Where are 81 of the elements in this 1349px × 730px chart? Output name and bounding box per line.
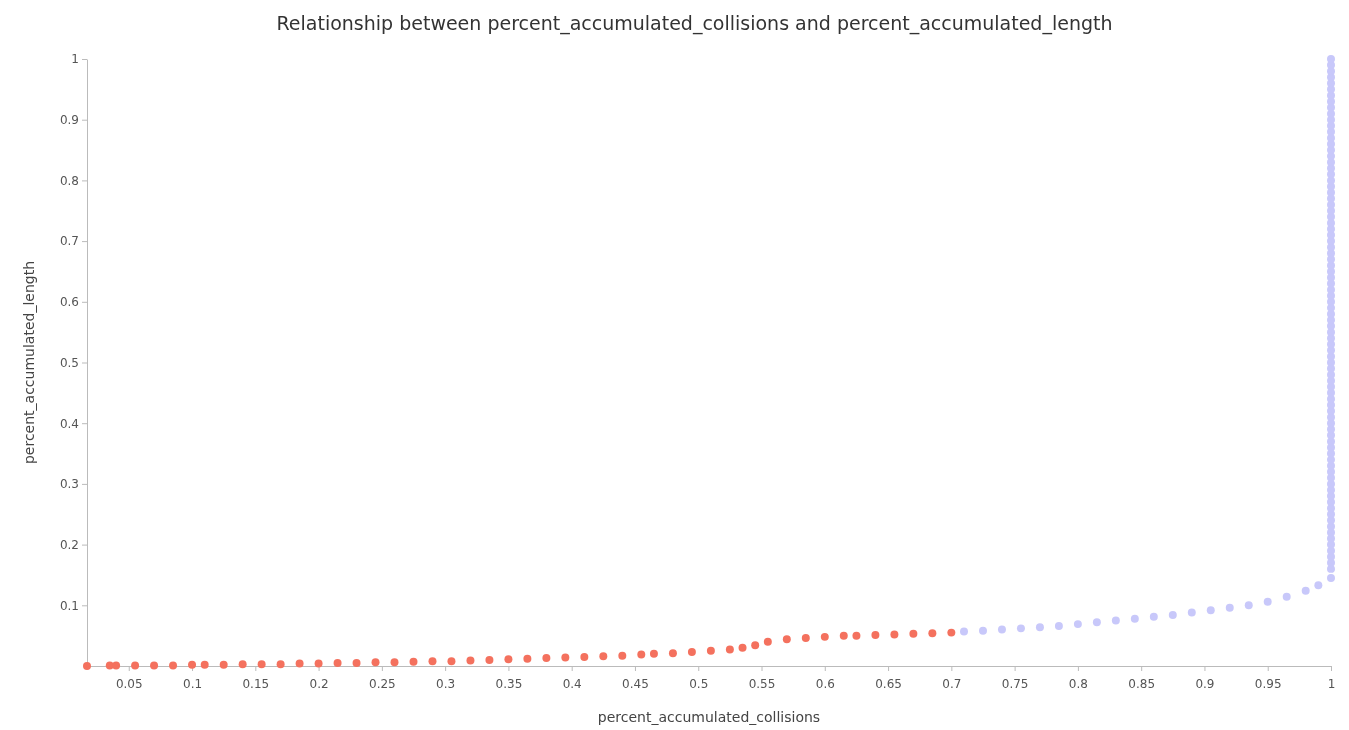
- point: [751, 641, 760, 650]
- point: [852, 631, 861, 640]
- y-tick-label: 0.4: [59, 416, 79, 431]
- point: [219, 660, 228, 669]
- point: [428, 657, 437, 666]
- x-tick-label: 0.95: [1254, 677, 1282, 692]
- chart-title: Relationship between percent_accumulated_collisions and percent_accumulated_length: [276, 12, 1113, 35]
- x-tick-label: 0.3: [436, 677, 456, 692]
- point: [409, 657, 418, 666]
- x-tick-label: 0.55: [748, 677, 776, 692]
- point: [523, 654, 532, 663]
- point: [890, 630, 899, 639]
- x-tick-label: 0.25: [369, 677, 396, 692]
- point: [782, 635, 791, 644]
- point: [169, 661, 178, 670]
- x-tick-label: 1: [1327, 677, 1336, 692]
- y-axis-title: percent_accumulated_length: [21, 260, 37, 465]
- point: [561, 653, 570, 662]
- x-tick-label: 0.65: [875, 677, 902, 692]
- point: [485, 655, 494, 664]
- point: [599, 652, 608, 661]
- x-tick-label: 0.15: [242, 677, 270, 692]
- point: [542, 654, 551, 663]
- x-tick-label: 0.35: [495, 677, 523, 692]
- point: [112, 661, 121, 670]
- point: [371, 658, 380, 667]
- x-tick-label: 0.5: [689, 677, 709, 692]
- point: [314, 659, 323, 668]
- point: [188, 660, 197, 669]
- point: [83, 662, 91, 670]
- point: [333, 658, 342, 667]
- point: [150, 661, 159, 670]
- y-tick-label: 0.5: [59, 355, 79, 370]
- point: [871, 631, 880, 640]
- point: [928, 629, 937, 638]
- point: [725, 645, 734, 654]
- point: [738, 643, 747, 652]
- point: [352, 658, 361, 667]
- point: [504, 655, 513, 664]
- x-tick-label: 0.6: [815, 677, 835, 692]
- point: [649, 649, 658, 658]
- point: [637, 650, 646, 659]
- point: [801, 634, 810, 643]
- x-axis-title: percent_accumulated_collisions: [597, 709, 821, 725]
- point: [763, 637, 772, 646]
- point: [947, 628, 956, 637]
- point: [580, 652, 589, 661]
- y-tick-label: 0.3: [59, 477, 79, 492]
- y-tick-label: 0.9: [59, 113, 79, 128]
- x-tick-label: 0.8: [1068, 677, 1088, 692]
- x-tick-label: 0.45: [622, 677, 649, 692]
- x-tick-label: 0.05: [115, 677, 143, 692]
- point: [706, 646, 715, 655]
- x-tick-label: 0.9: [1195, 677, 1215, 692]
- point: [687, 648, 696, 657]
- point: [839, 631, 848, 640]
- x-tick-label: 0.7: [942, 677, 962, 692]
- point: [909, 629, 918, 638]
- point: [390, 658, 399, 667]
- y-tick-label: 1: [71, 52, 79, 67]
- point: [820, 632, 829, 641]
- point: [466, 656, 475, 665]
- y-tick-label: 0.1: [59, 598, 79, 613]
- x-tick-label: 0.4: [562, 677, 582, 692]
- point: [618, 651, 627, 660]
- point: [200, 660, 209, 669]
- point: [295, 659, 304, 668]
- x-tick-label: 0.75: [1001, 677, 1029, 692]
- point: [257, 660, 266, 669]
- x-tick-label: 0.2: [309, 677, 329, 692]
- y-tick-label: 0.6: [59, 295, 79, 310]
- y-tick-label: 0.7: [59, 234, 79, 249]
- point: [131, 661, 140, 670]
- point: [668, 649, 677, 658]
- x-tick-label: 0.85: [1128, 677, 1156, 692]
- x-tick-label: 0.1: [182, 677, 203, 692]
- y-tick-label: 0.8: [59, 173, 79, 188]
- point: [276, 660, 285, 669]
- point: [238, 660, 247, 669]
- point: [447, 657, 456, 666]
- y-tick-label: 0.2: [59, 537, 79, 552]
